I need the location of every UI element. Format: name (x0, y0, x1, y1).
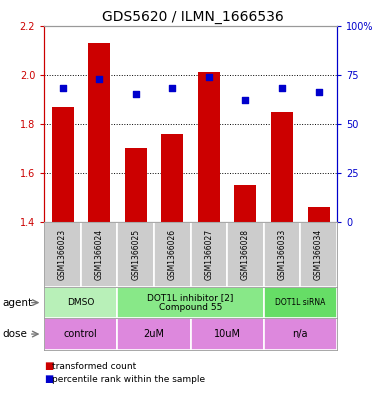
Text: DMSO: DMSO (67, 298, 95, 307)
Bar (308, 208, 330, 393)
Text: GSM1366033: GSM1366033 (278, 229, 286, 280)
Text: GSM1366028: GSM1366028 (241, 229, 250, 280)
Bar (44, 287, 117, 318)
Text: control: control (64, 329, 98, 339)
Point (279, 85, 285, 92)
Text: dose: dose (2, 329, 27, 339)
Point (132, 91, 139, 97)
Bar (191, 318, 264, 350)
Bar (227, 222, 264, 287)
Point (243, 97, 249, 103)
Text: GDS5620 / ILMN_1666536: GDS5620 / ILMN_1666536 (102, 10, 283, 24)
Bar (264, 318, 337, 350)
Bar (125, 149, 147, 393)
Point (96, 75, 102, 82)
Bar (234, 185, 256, 393)
Bar (117, 222, 154, 287)
Text: n/a: n/a (293, 329, 308, 339)
Bar (117, 287, 264, 318)
Text: agent: agent (2, 298, 32, 308)
Bar (52, 107, 74, 393)
Text: 10uM: 10uM (214, 329, 241, 339)
Text: ■: ■ (44, 361, 54, 371)
Point (206, 73, 212, 80)
Text: DOT1L inhibitor [2]
Compound 55: DOT1L inhibitor [2] Compound 55 (147, 293, 234, 312)
Text: GSM1366023: GSM1366023 (58, 229, 67, 280)
Text: GSM1366026: GSM1366026 (168, 229, 177, 280)
Text: 2uM: 2uM (144, 329, 164, 339)
Point (316, 89, 322, 95)
Point (59, 85, 65, 92)
Text: GSM1366034: GSM1366034 (314, 229, 323, 280)
Point (169, 85, 176, 92)
Bar (81, 222, 117, 287)
Text: GSM1366025: GSM1366025 (131, 229, 140, 280)
Bar (264, 287, 337, 318)
Text: percentile rank within the sample: percentile rank within the sample (52, 375, 205, 384)
Bar (198, 72, 220, 393)
Bar (154, 222, 191, 287)
Text: DOT1L siRNA: DOT1L siRNA (275, 298, 325, 307)
Bar (191, 222, 227, 287)
Bar (300, 222, 337, 287)
Text: ■: ■ (44, 374, 54, 384)
Bar (117, 318, 191, 350)
Text: GSM1366024: GSM1366024 (95, 229, 104, 280)
Bar (44, 318, 117, 350)
Bar (161, 134, 183, 393)
Bar (88, 43, 110, 393)
Bar (264, 222, 300, 287)
Bar (44, 222, 81, 287)
Text: GSM1366027: GSM1366027 (204, 229, 213, 280)
Text: transformed count: transformed count (52, 362, 136, 371)
Bar (271, 112, 293, 393)
